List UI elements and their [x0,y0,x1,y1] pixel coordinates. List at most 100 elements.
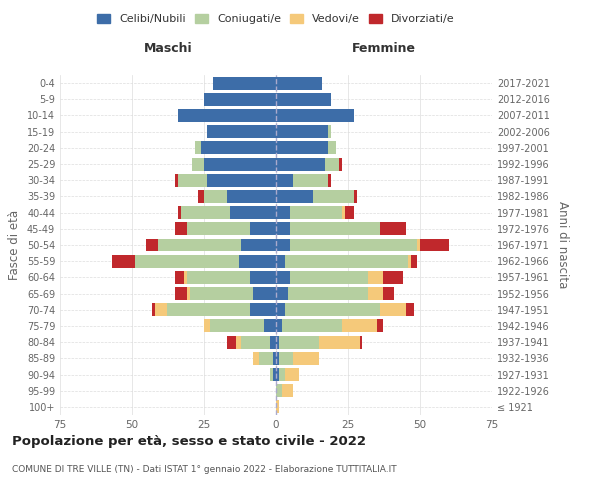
Bar [276,76,322,90]
Bar [276,336,279,348]
Bar [230,206,276,219]
Bar [184,271,187,284]
Bar [250,271,276,284]
Bar [368,271,383,284]
Bar [250,222,276,235]
Bar [412,254,417,268]
Bar [207,125,276,138]
Bar [276,384,282,397]
Bar [204,93,276,106]
Bar [187,222,250,235]
Bar [227,190,276,203]
Bar [293,352,319,365]
Bar [187,287,190,300]
Bar [276,352,279,365]
Bar [354,190,356,203]
Bar [290,238,417,252]
Bar [409,254,412,268]
Legend: Celibi/Nubili, Coniugati/e, Vedovi/e, Divorziati/e: Celibi/Nubili, Coniugati/e, Vedovi/e, Di… [94,10,458,28]
Bar [420,238,449,252]
Bar [273,352,276,365]
Bar [190,287,253,300]
Bar [239,254,276,268]
Bar [181,206,230,219]
Bar [253,287,276,300]
Bar [187,271,250,284]
Bar [328,125,331,138]
Bar [204,158,276,170]
Bar [417,238,420,252]
Bar [276,400,279,413]
Bar [259,352,273,365]
Bar [313,190,354,203]
Bar [178,174,207,186]
Bar [342,320,377,332]
Bar [198,190,204,203]
Bar [212,76,276,90]
Bar [178,206,181,219]
Bar [284,368,299,381]
Bar [276,222,290,235]
Bar [204,320,210,332]
Bar [383,271,403,284]
Y-axis label: Anni di nascita: Anni di nascita [556,202,569,288]
Bar [287,287,368,300]
Bar [284,254,409,268]
Bar [175,174,178,186]
Bar [276,142,328,154]
Bar [328,174,331,186]
Bar [250,304,276,316]
Bar [273,368,276,381]
Bar [340,158,342,170]
Bar [325,158,340,170]
Bar [276,304,284,316]
Bar [270,368,273,381]
Bar [276,287,287,300]
Text: Popolazione per età, sesso e stato civile - 2022: Popolazione per età, sesso e stato civil… [12,435,366,448]
Bar [155,304,167,316]
Bar [276,125,328,138]
Bar [152,304,155,316]
Bar [279,336,319,348]
Text: COMUNE DI TRE VILLE (TN) - Dati ISTAT 1° gennaio 2022 - Elaborazione TUTTITALIA.: COMUNE DI TRE VILLE (TN) - Dati ISTAT 1°… [12,465,397,474]
Bar [253,352,259,365]
Bar [290,271,368,284]
Bar [276,158,325,170]
Bar [342,206,345,219]
Bar [377,320,383,332]
Bar [279,368,284,381]
Bar [282,320,342,332]
Bar [135,254,239,268]
Bar [175,222,187,235]
Bar [345,206,354,219]
Bar [290,222,380,235]
Bar [276,206,290,219]
Bar [293,174,328,186]
Bar [227,336,236,348]
Bar [276,174,293,186]
Bar [276,320,282,332]
Bar [276,109,354,122]
Bar [276,238,290,252]
Y-axis label: Fasce di età: Fasce di età [8,210,21,280]
Text: Femmine: Femmine [352,42,416,55]
Bar [210,320,265,332]
Bar [167,304,250,316]
Bar [146,238,158,252]
Bar [328,142,337,154]
Bar [158,238,241,252]
Bar [276,93,331,106]
Bar [241,238,276,252]
Bar [276,254,284,268]
Bar [276,271,290,284]
Bar [282,384,293,397]
Bar [196,142,201,154]
Bar [112,254,135,268]
Bar [175,271,184,284]
Bar [383,287,394,300]
Bar [284,304,380,316]
Bar [265,320,276,332]
Bar [276,190,313,203]
Bar [319,336,359,348]
Bar [175,287,187,300]
